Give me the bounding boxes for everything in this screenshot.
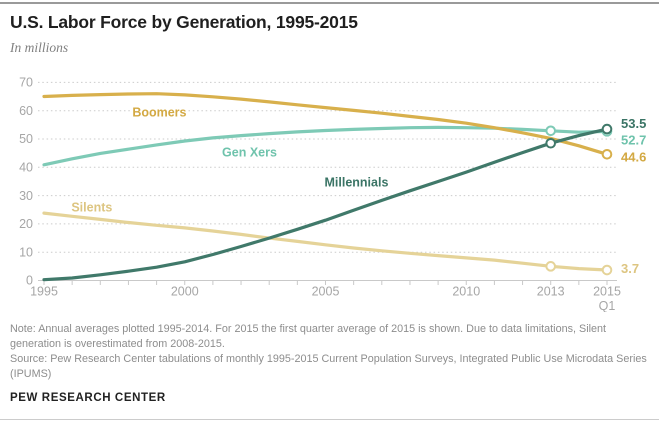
gridlines: 0 10 20 30 40 50 60 70 [19,76,617,288]
chart-notes: Note: Annual averages plotted 1995-2014.… [10,322,652,382]
end-value-label: 44.6 [621,149,646,164]
y-tick-label: 10 [19,245,33,259]
data-point-marker [601,264,613,276]
y-tick-label: 60 [19,104,33,118]
x-tick-label: 2015 [593,285,621,299]
x-tick-label: 2013 [537,285,565,299]
series-millennials: Millennials 53.5 [42,116,646,282]
y-tick-label: 0 [26,274,33,288]
series-label: Silents [71,200,112,214]
data-point-marker [545,261,557,272]
chart-header: U.S. Labor Force by Generation, 1995-201… [10,12,650,56]
y-tick-label: 30 [19,189,33,203]
data-point-marker [601,123,613,135]
end-value-label: 52.7 [621,132,646,147]
end-value-label: 53.5 [621,116,646,131]
chart-area: 0 10 20 30 40 50 60 70 1995 2000 2005 2010 2013 2015 Q… [0,62,659,313]
bottom-rule [0,419,659,420]
series-label: Gen Xers [222,146,277,160]
pew-research-center-wordmark: PEW RESEARCH CENTER [10,392,166,404]
data-point-marker [601,148,613,160]
labor-force-line-chart: 0 10 20 30 40 50 60 70 1995 2000 2005 2010 2013 2015Q… [19,76,646,313]
series-line [42,125,609,167]
top-rule [0,2,659,4]
data-point-marker [545,137,557,149]
note-text: Note: Annual averages plotted 1995-2014.… [10,323,606,350]
x-tick-label: 1995 [30,285,58,299]
series-line [42,127,609,282]
data-point-marker [545,125,557,137]
y-tick-label: 20 [19,217,33,231]
series-line [42,211,609,272]
series-line [42,92,609,156]
y-tick-label: 40 [19,161,33,175]
x-tick-label: 2010 [452,285,480,299]
x-tick-label: 2005 [312,285,340,299]
end-value-label: 3.7 [621,261,639,276]
chart-subtitle: In millions [10,40,69,55]
x-tick-label: 2000 [171,285,199,299]
y-tick-label: 70 [19,76,33,90]
series-gen-xers: Gen Xers 52.7 [42,125,646,167]
series-label: Boomers [132,106,186,120]
x-tick-sublabel: Q1 [599,299,616,312]
source-text: Source: Pew Research Center tabulations … [10,353,647,380]
y-tick-label: 50 [19,132,33,146]
series-boomers: Boomers 44.6 [42,92,646,164]
chart-title: U.S. Labor Force by Generation, 1995-201… [10,12,358,32]
series-silents: Silents 3.7 [42,198,639,276]
series-label: Millennials [325,176,389,190]
